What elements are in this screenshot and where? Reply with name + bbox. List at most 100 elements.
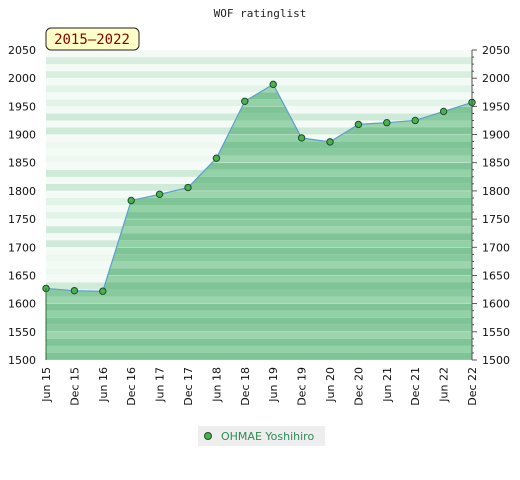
x-tick-labels: Jun 15 Dec 15 Jun 16 Dec 16 Jun 17 Dec 17 Jun … xyxy=(40,367,479,406)
area-band xyxy=(46,317,472,325)
legend-marker xyxy=(204,432,212,440)
y-tick-label-left: 1900 xyxy=(8,129,36,142)
data-points xyxy=(42,80,476,295)
x-tick-label: Dec 17 xyxy=(182,367,195,406)
y-tick-label-right: 1800 xyxy=(482,185,510,198)
area-band xyxy=(46,106,472,114)
y-tick-label-left: 1550 xyxy=(8,326,36,339)
area-band xyxy=(46,254,472,262)
y-tick-label-right: 1900 xyxy=(482,129,510,142)
area-band xyxy=(46,120,472,128)
y-tick-label-left: 1950 xyxy=(8,100,36,113)
axes xyxy=(45,49,477,361)
data-point xyxy=(439,107,448,116)
legend: OHMAE Yoshihiro xyxy=(198,426,325,446)
data-point xyxy=(297,134,306,142)
area-band xyxy=(46,134,472,142)
x-tick-label: Jun 20 xyxy=(324,367,337,403)
area-band xyxy=(46,176,472,184)
x-tick-label: Dec 16 xyxy=(125,367,138,406)
y-tick-label-left: 1750 xyxy=(8,213,36,226)
area-band xyxy=(46,113,472,121)
range-label: 2015–2022 xyxy=(54,32,130,48)
area-band xyxy=(46,212,472,220)
data-point xyxy=(269,80,277,89)
y-tick-label-left: 1700 xyxy=(8,241,36,254)
grid xyxy=(46,49,472,361)
area-band xyxy=(46,233,472,241)
x-tick-label: Jun 19 xyxy=(267,367,280,403)
area-band xyxy=(46,331,472,339)
data-point xyxy=(241,97,249,105)
area-band xyxy=(46,352,472,360)
y-tick-label-right: 1700 xyxy=(482,241,510,254)
y-tick-label-right: 1950 xyxy=(482,100,510,113)
x-tick-label: Jun 17 xyxy=(154,367,167,403)
area-band xyxy=(46,303,472,311)
x-tick-label: Jun 22 xyxy=(438,367,451,403)
x-tick-label: Dec 19 xyxy=(296,367,309,406)
area-band xyxy=(46,240,472,248)
y-tick-label-right: 1550 xyxy=(482,326,510,339)
y-tick-label-left: 1650 xyxy=(8,269,36,282)
area-band xyxy=(46,183,472,191)
legend-box xyxy=(198,426,325,446)
background-band xyxy=(46,50,472,58)
y-tick-label-right: 1600 xyxy=(482,298,510,311)
background-band xyxy=(46,64,472,72)
x-tick-label: Dec 20 xyxy=(352,367,365,406)
y-tick-label-right: 1850 xyxy=(482,157,510,170)
data-point xyxy=(155,190,164,198)
data-point xyxy=(354,120,363,129)
area-band xyxy=(46,127,472,135)
x-tick-label: Jun 18 xyxy=(210,367,223,403)
area-band xyxy=(46,345,472,353)
y-tick-label-left: 1850 xyxy=(8,157,36,170)
area-band xyxy=(46,324,472,332)
y-tick-labels-left: 1500 1550 1600 1650 1700 1750 1800 1850 1900 1950… xyxy=(8,44,36,367)
area-band xyxy=(46,289,472,297)
data-point xyxy=(411,116,419,125)
area-band xyxy=(46,197,472,205)
area-band xyxy=(46,155,472,163)
area-band xyxy=(46,190,472,198)
chart-title: WOF ratinglist xyxy=(214,7,307,20)
area-band xyxy=(46,148,472,156)
x-tick-label: Dec 18 xyxy=(239,367,252,406)
x-tick-label: Jun 15 xyxy=(40,367,53,403)
area-band xyxy=(46,99,472,107)
background-band xyxy=(46,71,472,79)
y-tick-labels-right: 1500 1550 1600 1650 1700 1750 1800 1850 1900 1950… xyxy=(482,44,510,367)
area-band xyxy=(46,219,472,227)
data-point xyxy=(70,286,79,295)
area-band xyxy=(46,162,472,170)
area-band xyxy=(46,247,472,255)
y-tick-label-left: 2050 xyxy=(8,44,36,57)
area-band xyxy=(46,338,472,346)
area-band xyxy=(46,310,472,318)
area-band xyxy=(46,268,472,276)
y-tick-label-right: 2050 xyxy=(482,44,510,57)
area-band xyxy=(46,205,472,213)
range-badge-box xyxy=(45,27,140,51)
area-band xyxy=(46,296,472,304)
background-band xyxy=(46,85,472,93)
y-tick-label-left: 2000 xyxy=(8,72,36,85)
y-tick-label-right: 1750 xyxy=(482,213,510,226)
area-band xyxy=(46,141,472,149)
y-tick-label-left: 1800 xyxy=(8,185,36,198)
series-line xyxy=(45,83,473,292)
area-band xyxy=(46,275,472,283)
y-tick-label-right: 2000 xyxy=(482,72,510,85)
y-tick-label-left: 1500 xyxy=(8,354,36,367)
data-point xyxy=(326,138,334,146)
x-tick-label: Dec 22 xyxy=(466,367,479,406)
y-tick-label-left: 1600 xyxy=(8,298,36,311)
data-point xyxy=(184,183,192,192)
area-fill xyxy=(46,84,472,360)
background-band xyxy=(46,57,472,65)
data-point xyxy=(99,287,107,295)
y-tick-label-right: 1500 xyxy=(482,354,510,367)
data-point xyxy=(127,196,135,205)
